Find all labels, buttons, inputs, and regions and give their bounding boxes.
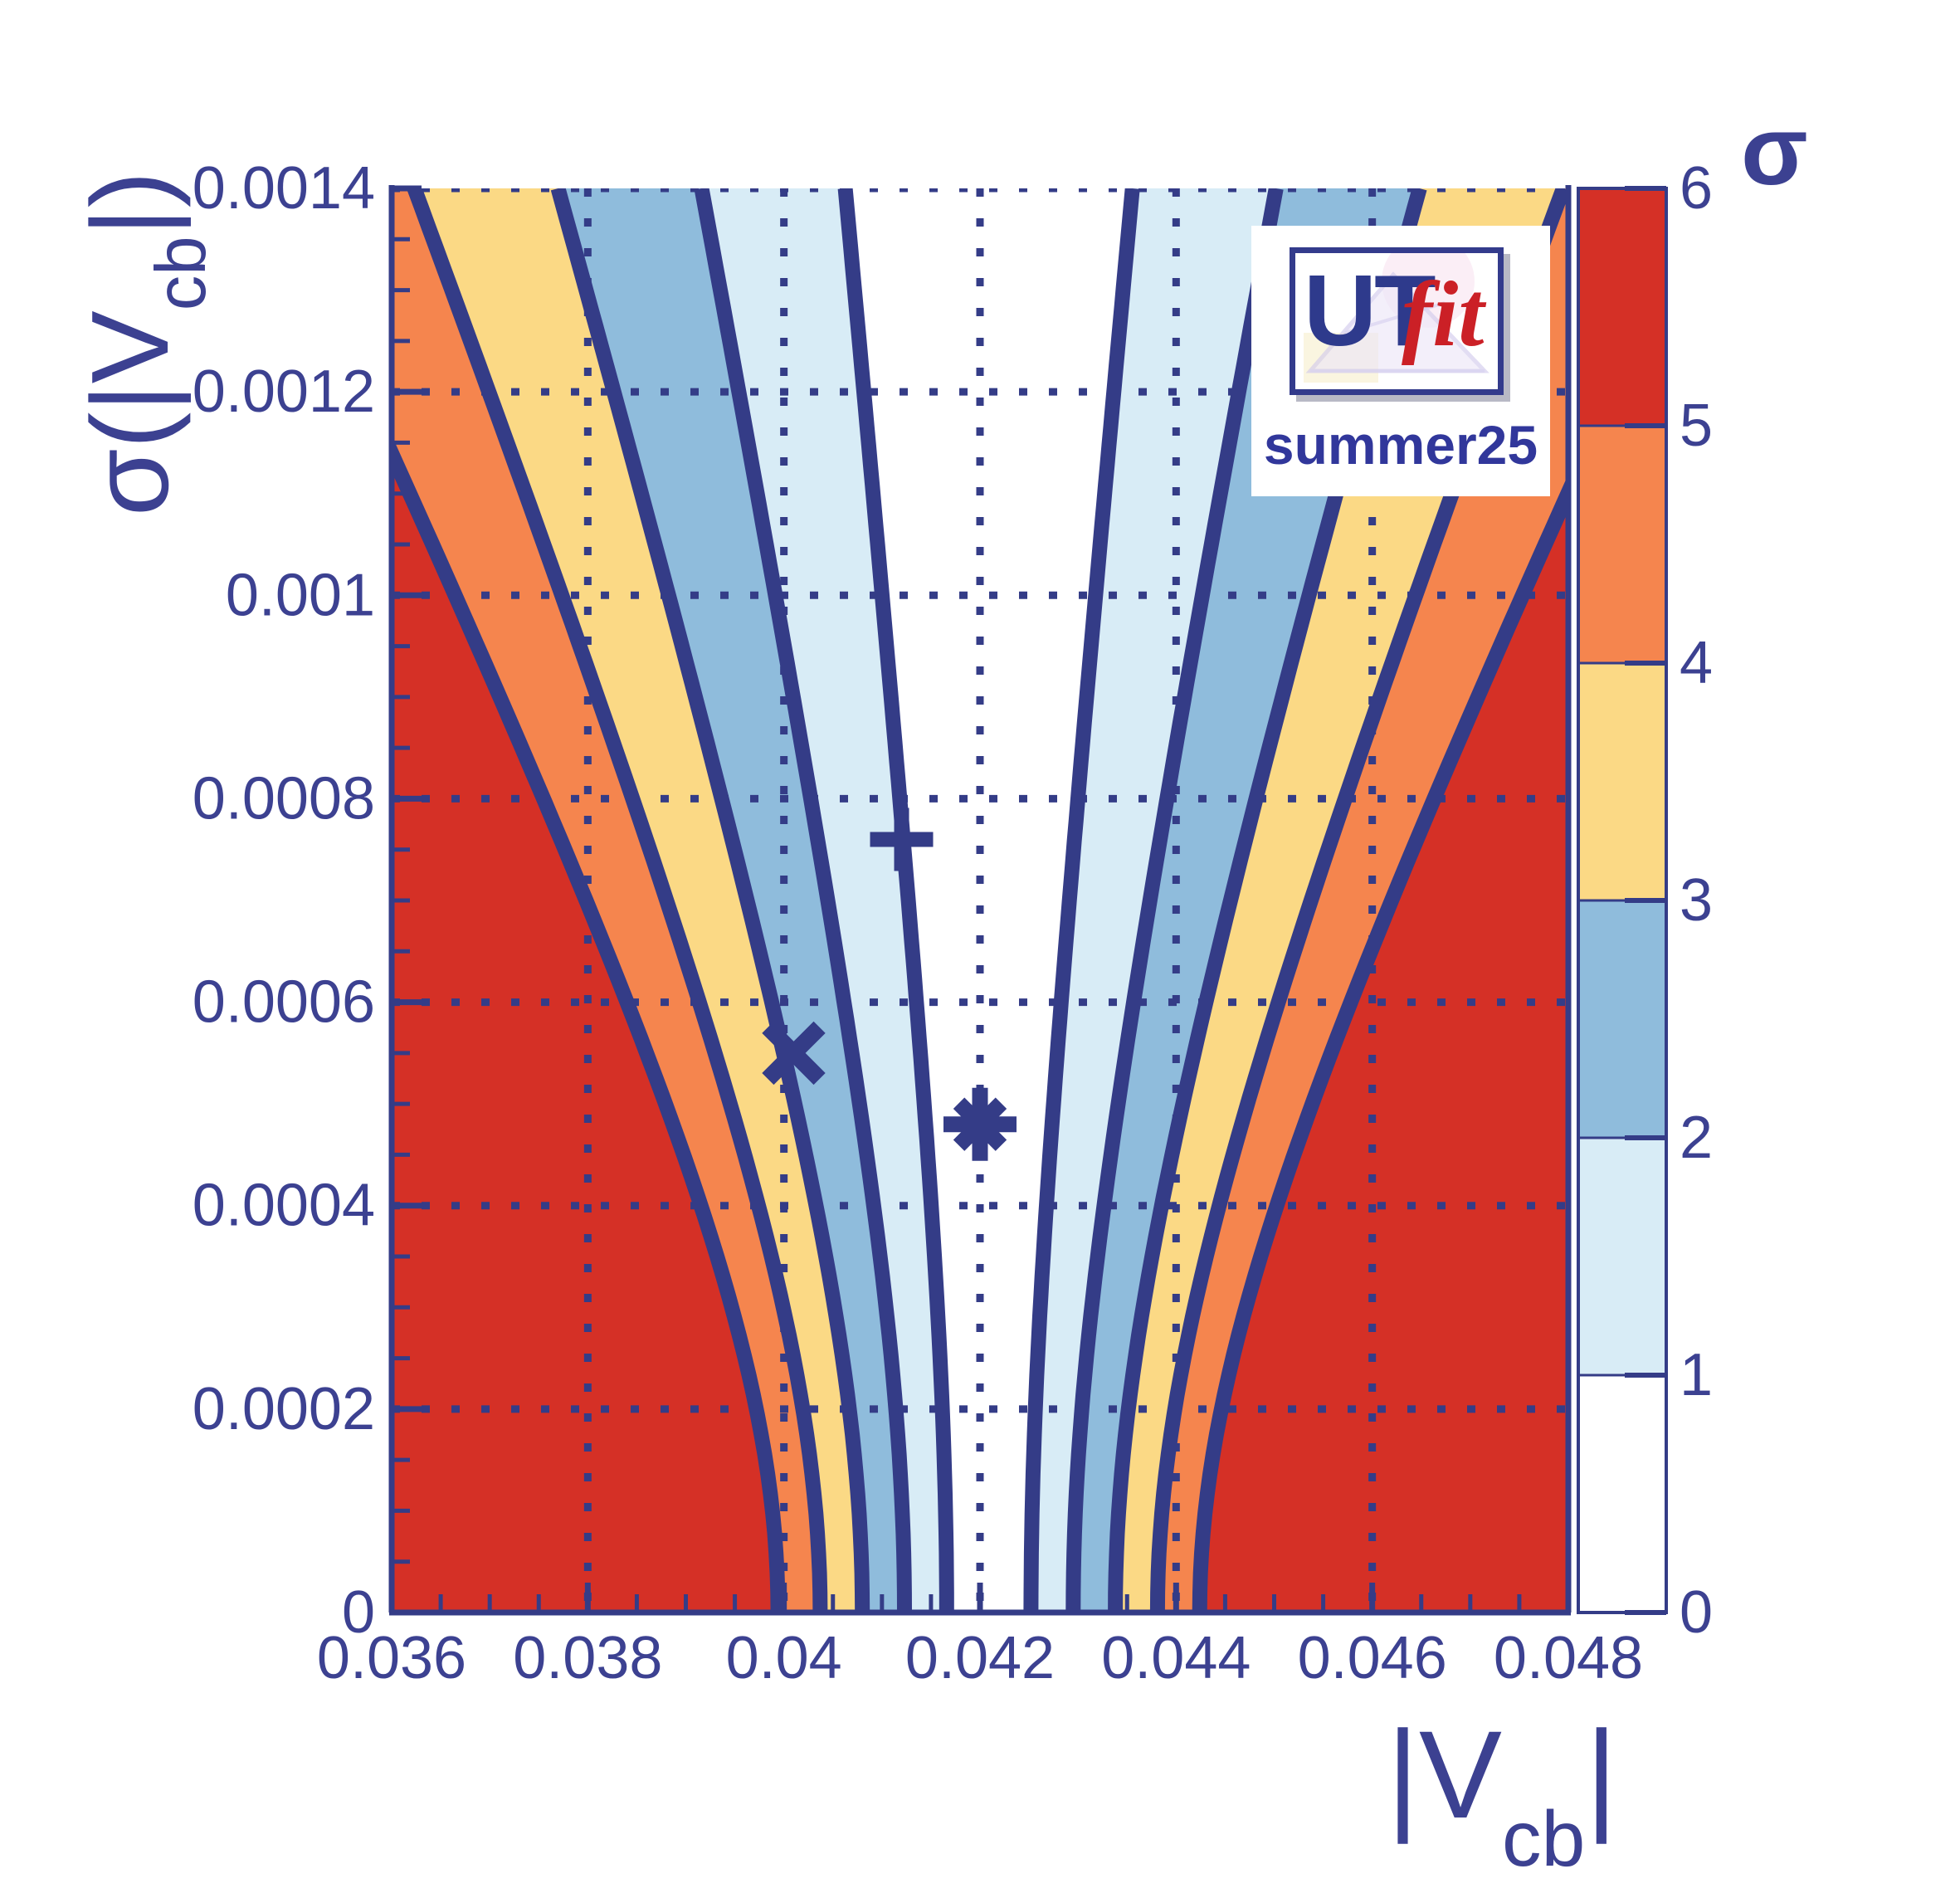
- marker-plus-glyph: [870, 808, 934, 871]
- y-tick-label: 0.0012: [193, 359, 375, 425]
- x-tick-label: 0.042: [905, 1625, 1055, 1691]
- y-tick-label: 0.001: [226, 562, 375, 628]
- palette-tick-label: 3: [1680, 867, 1713, 934]
- palette-tick-label: 1: [1680, 1342, 1713, 1408]
- logo-ut-text: UT: [1304, 254, 1436, 367]
- palette-tick-label: 0: [1680, 1579, 1713, 1646]
- x-tick-label: 0.046: [1298, 1625, 1447, 1691]
- y-tick-label: 0: [342, 1579, 375, 1646]
- x-tick-label: 0.048: [1494, 1625, 1643, 1691]
- contour-line-5sigma-left: [392, 435, 786, 1613]
- marker-asterisk: [943, 1087, 1017, 1161]
- palette-band-1-2: [1578, 1138, 1666, 1375]
- palette-tick-label: 2: [1680, 1105, 1713, 1171]
- marker-cross: [762, 1021, 826, 1086]
- contour-line-1sigma-right: [1023, 188, 1140, 1613]
- contour-line-4sigma-left: [407, 188, 828, 1613]
- y-axis-title: σ(|Vcb|): [69, 171, 221, 516]
- marker-asterisk-glyph: [953, 1097, 1007, 1151]
- utfit-logo-box: UT fit: [1290, 247, 1504, 395]
- palette-band-0-1: [1578, 1375, 1666, 1613]
- logo-fit-text: fit: [1402, 263, 1485, 366]
- palette-tick-label: 5: [1680, 393, 1713, 459]
- x-tick-label: 0.036: [317, 1625, 466, 1691]
- palette-band-3-4: [1578, 663, 1666, 900]
- data-markers: [762, 808, 1017, 1161]
- utfit-logo: UT fit summer25: [1251, 226, 1550, 496]
- palette-band-2-3: [1578, 900, 1666, 1138]
- marker-cross-glyph: [762, 1021, 826, 1086]
- x-tick-label: 0.038: [513, 1625, 662, 1691]
- axes: 0.036 0.038 0.04 0.042 0.044 0.046 0.048 0 0.000…: [193, 155, 1643, 1691]
- y-tick-label: 0.0008: [193, 765, 375, 832]
- palette-band-4-5: [1578, 426, 1666, 663]
- contour-line-3sigma-left: [550, 188, 870, 1613]
- y-tick-label: 0.0006: [193, 969, 375, 1036]
- x-tick-label: 0.04: [726, 1625, 842, 1691]
- y-tick-label: 0.0004: [193, 1173, 375, 1239]
- palette-tick-label: 6: [1680, 155, 1713, 222]
- palette-band-5-6: [1578, 188, 1666, 426]
- y-tick-label: 0.0014: [193, 155, 375, 222]
- palette-tick-label: 4: [1680, 630, 1713, 696]
- logo-art-lines: [1310, 301, 1485, 373]
- contour-line-2sigma-left: [694, 188, 912, 1613]
- x-tick-label: 0.044: [1101, 1625, 1251, 1691]
- sigma-band-0-1: [845, 188, 1133, 1613]
- x-axis-title: |Vcb|: [1387, 1705, 1617, 1883]
- contour-line-1sigma-left: [837, 188, 954, 1613]
- marker-plus: [870, 808, 934, 871]
- contour-line-5sigma-right: [1192, 474, 1568, 1613]
- logo-artwork: [1304, 253, 1490, 383]
- palette-title: σ: [1741, 96, 1808, 206]
- color-scale: 0 1 2 3 4 5 6: [1577, 155, 1713, 1646]
- contour-line-2sigma-right: [1065, 188, 1284, 1613]
- y-tick-label: 0.0002: [193, 1376, 375, 1442]
- logo-subtitle: summer25: [1263, 414, 1538, 476]
